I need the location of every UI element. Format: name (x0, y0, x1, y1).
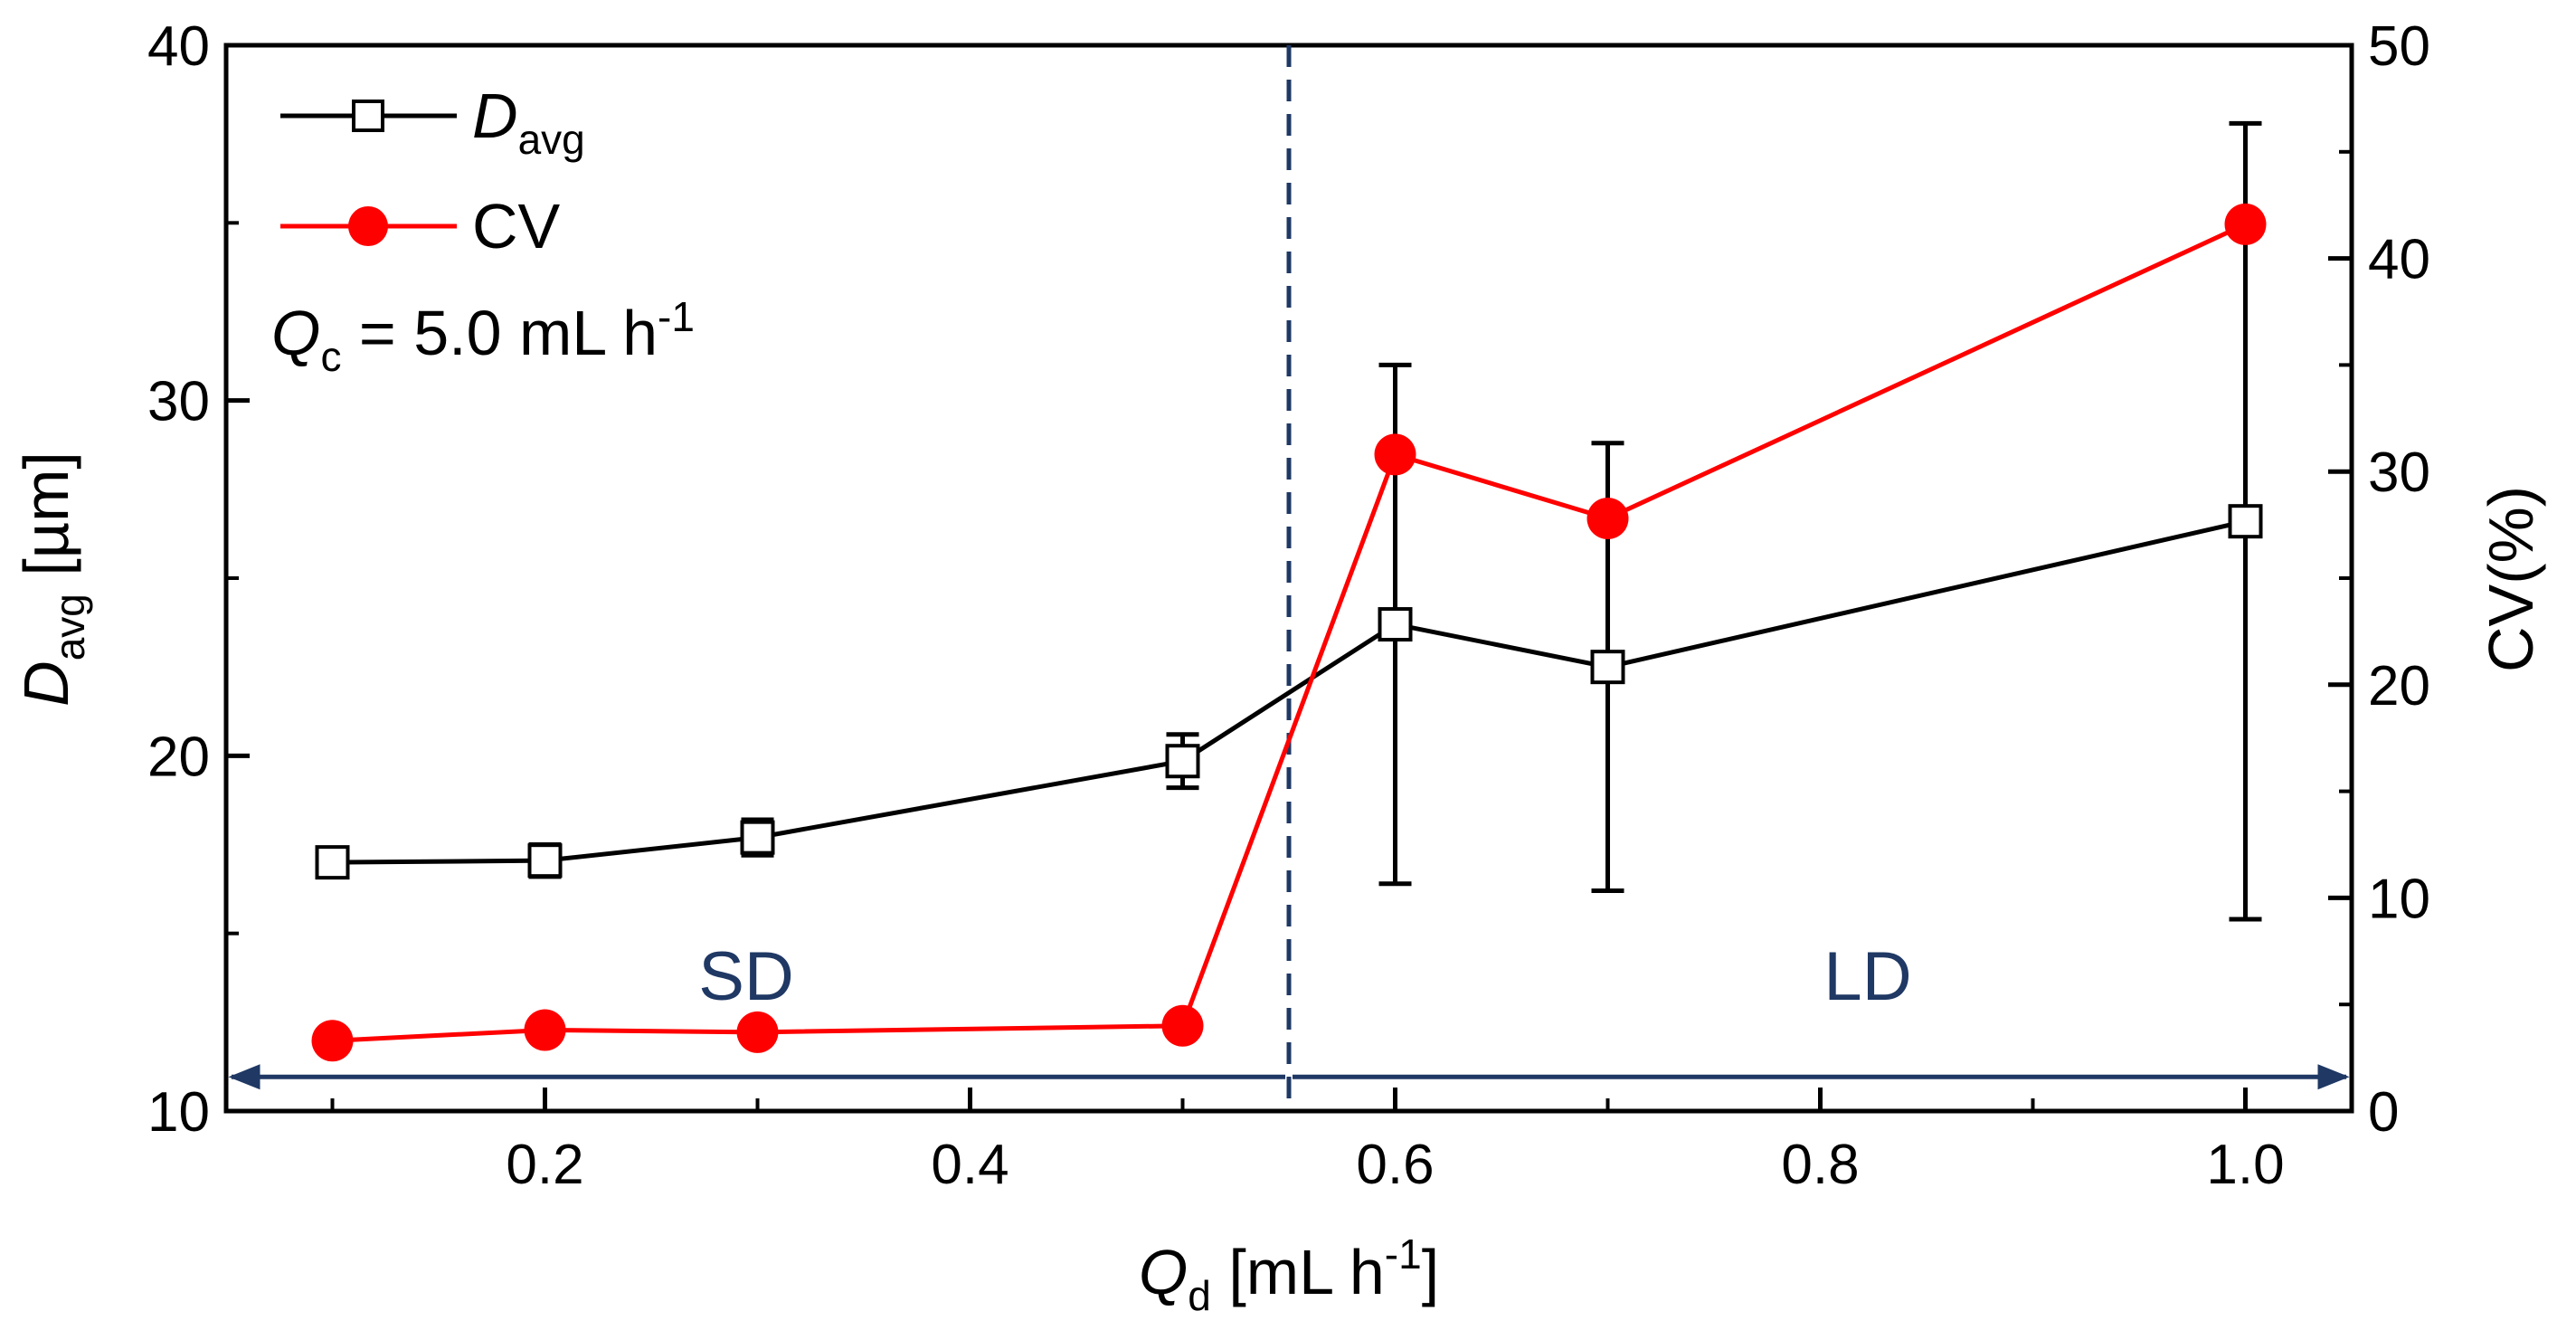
legend-marker-davg (352, 100, 384, 132)
flow-rate-annotation: Qc = 5.0 mL h-1 (271, 293, 695, 380)
y-axis-left-title: Davg [µm] (11, 451, 93, 707)
y-left-tick-label-40: 40 (147, 15, 210, 78)
y-right-tick-label-30: 30 (2368, 442, 2430, 504)
cv-point-3 (1161, 1004, 1204, 1047)
davg-point-3 (1165, 744, 1200, 779)
x-tick-label-0.6: 0.6 (1356, 1134, 1434, 1196)
davg-point-2 (740, 820, 775, 855)
cv-point-6 (2224, 203, 2267, 245)
series-markers (311, 203, 2267, 1062)
x-tick-label-0.4: 0.4 (931, 1134, 1009, 1196)
legend-marker-cv (348, 206, 388, 246)
cv-point-2 (736, 1011, 779, 1053)
davg-point-6 (2228, 504, 2263, 539)
region-markers (228, 45, 2350, 1111)
y-left-tick-label-20: 20 (147, 726, 210, 788)
y-axis-right-title: CV(%) (2476, 486, 2546, 672)
legend-label-cv: CV (472, 191, 561, 261)
axis-ticks: 0.2 0.4 0.6 0.8 1.0 10 20 30 40 0 10 20 30 40 50 (147, 15, 2430, 1196)
legend: Davg CV (280, 81, 585, 261)
legend-label-davg: Davg (472, 81, 585, 163)
cv-point-4 (1374, 433, 1416, 476)
davg-point-1 (527, 843, 563, 879)
error-bars (316, 120, 2262, 922)
y-right-tick-label-40: 40 (2368, 229, 2430, 291)
y-right-tick-label-10: 10 (2368, 868, 2430, 930)
region-label-ld: LD (1823, 938, 1911, 1015)
region-label-sd: SD (698, 938, 794, 1015)
x-tick-label-0.8: 0.8 (1781, 1134, 1859, 1196)
x-tick-label-1.0: 1.0 (2206, 1134, 2284, 1196)
davg-point-4 (1378, 607, 1413, 642)
cv-point-5 (1586, 498, 1629, 540)
davg-point-0 (315, 845, 350, 880)
y-right-tick-label-0: 0 (2368, 1081, 2399, 1144)
y-left-tick-label-30: 30 (147, 371, 210, 433)
y-left-tick-label-10: 10 (147, 1081, 210, 1144)
x-axis-title: Qd [mL h-1] (1139, 1230, 1439, 1319)
cv-point-0 (311, 1020, 354, 1062)
davg-point-5 (1590, 650, 1625, 685)
cv-point-1 (524, 1009, 566, 1051)
x-tick-label-0.2: 0.2 (506, 1134, 583, 1196)
y-right-tick-label-50: 50 (2368, 15, 2430, 78)
y-right-tick-label-20: 20 (2368, 655, 2430, 717)
